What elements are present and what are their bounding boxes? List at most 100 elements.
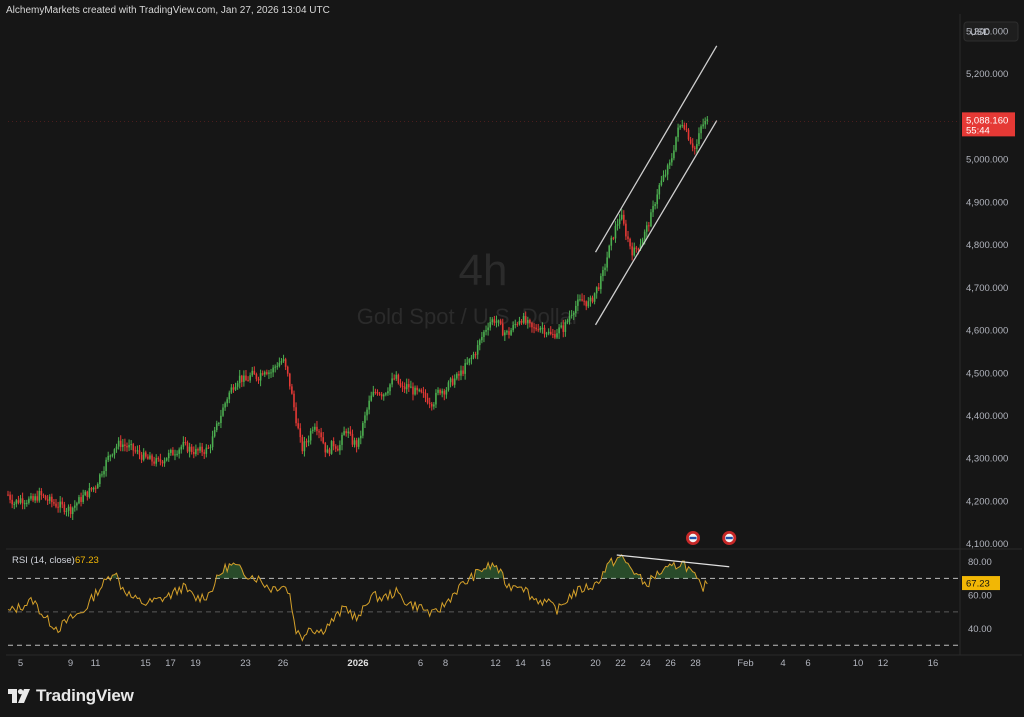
candle-body xyxy=(585,301,588,307)
candle-body xyxy=(606,257,608,268)
candle-body xyxy=(485,330,487,332)
candle-body xyxy=(351,433,354,445)
candle-body xyxy=(78,497,80,504)
candle-body xyxy=(685,128,688,130)
currency-button[interactable] xyxy=(963,21,1019,42)
candle-body xyxy=(675,137,677,151)
candle-body xyxy=(650,212,652,227)
candle-body xyxy=(94,487,97,489)
x-tick-label: 16 xyxy=(928,658,939,669)
x-tick-label: 23 xyxy=(240,658,251,669)
candle-body xyxy=(572,313,575,315)
candle-body xyxy=(639,244,642,250)
last-price-value: 5,088.160 xyxy=(966,115,1008,126)
candle-body xyxy=(704,121,707,125)
candle-body xyxy=(514,323,517,325)
candle-body xyxy=(595,287,598,294)
candle-body xyxy=(623,214,625,224)
candle-body xyxy=(151,455,153,462)
candle-body xyxy=(53,502,55,504)
candle-body xyxy=(251,370,254,376)
candle-body xyxy=(46,499,49,501)
candle-body xyxy=(524,316,527,323)
candle-body xyxy=(600,276,602,290)
candle-body xyxy=(681,125,684,127)
candle-body xyxy=(666,165,669,175)
candle-body xyxy=(516,323,519,325)
candle-body xyxy=(99,474,101,485)
candle-body xyxy=(21,498,24,504)
candle-body xyxy=(453,378,456,385)
candle-body xyxy=(48,496,51,501)
candle-body xyxy=(40,491,43,496)
candle-body xyxy=(88,488,91,497)
event-flag-stripe xyxy=(689,536,697,540)
candle-body xyxy=(280,361,283,363)
candle-body xyxy=(602,270,604,277)
channel-line[interactable] xyxy=(594,120,718,326)
candle-body xyxy=(195,449,197,455)
candle-body xyxy=(305,441,308,443)
candle-body xyxy=(190,446,193,452)
candle-body xyxy=(382,394,385,397)
watermark-symbol: Gold Spot / U.S. Dollar xyxy=(357,304,580,329)
candle-body xyxy=(702,124,704,127)
candle-body xyxy=(86,491,89,497)
x-tick-label: 16 xyxy=(540,658,551,669)
candle-body xyxy=(560,325,562,328)
candle-body xyxy=(433,404,435,407)
candle-body xyxy=(462,370,464,374)
rsi-divergence-line[interactable] xyxy=(616,554,730,568)
candle-body xyxy=(552,334,554,336)
candle-body xyxy=(549,331,552,335)
candle-body xyxy=(182,441,185,447)
candle-body xyxy=(286,366,289,374)
candle-body xyxy=(259,373,262,381)
candle-body xyxy=(149,455,151,459)
candle-body xyxy=(395,374,398,379)
candle-body xyxy=(42,495,45,497)
candle-body xyxy=(364,415,366,423)
candle-body xyxy=(203,452,206,454)
candle-body xyxy=(533,327,535,329)
x-tick-label: 26 xyxy=(665,658,676,669)
candle-body xyxy=(389,384,391,392)
candle-body xyxy=(368,400,370,410)
candle-body xyxy=(266,372,268,374)
y-tick-label: 4,600.000 xyxy=(966,326,1008,337)
candle-body xyxy=(643,231,646,240)
candle-body xyxy=(562,325,565,332)
candle-body xyxy=(247,380,249,382)
rsi-overbought-fill xyxy=(216,563,246,579)
candle-body xyxy=(32,496,34,501)
candle-body xyxy=(583,300,585,302)
candle-body xyxy=(696,144,698,149)
x-tick-label: 8 xyxy=(443,658,448,669)
candle-body xyxy=(466,362,469,364)
candle-body xyxy=(69,506,72,515)
candle-body xyxy=(405,384,408,390)
candle-body xyxy=(522,316,525,323)
candle-body xyxy=(188,446,191,452)
candle-body xyxy=(664,174,667,176)
tradingview-logo[interactable]: TradingView xyxy=(8,684,134,708)
candle-body xyxy=(103,471,105,475)
candle-body xyxy=(220,415,222,424)
y-tick-label: 4,800.000 xyxy=(966,240,1008,251)
rsi-overbought-fill xyxy=(602,554,641,579)
candle-body xyxy=(487,327,489,331)
candle-body xyxy=(282,359,285,362)
candle-body xyxy=(224,403,226,408)
channel-line[interactable] xyxy=(594,45,718,253)
candle-body xyxy=(115,446,118,450)
candle-body xyxy=(11,499,13,505)
candle-body xyxy=(339,444,341,451)
candle-body xyxy=(662,175,665,181)
x-tick-label: 22 xyxy=(615,658,626,669)
rsi-line[interactable] xyxy=(7,553,708,642)
currency-label: USD xyxy=(970,27,990,38)
candle-body xyxy=(126,445,128,448)
candle-body xyxy=(297,423,299,429)
candle-body xyxy=(387,391,389,394)
